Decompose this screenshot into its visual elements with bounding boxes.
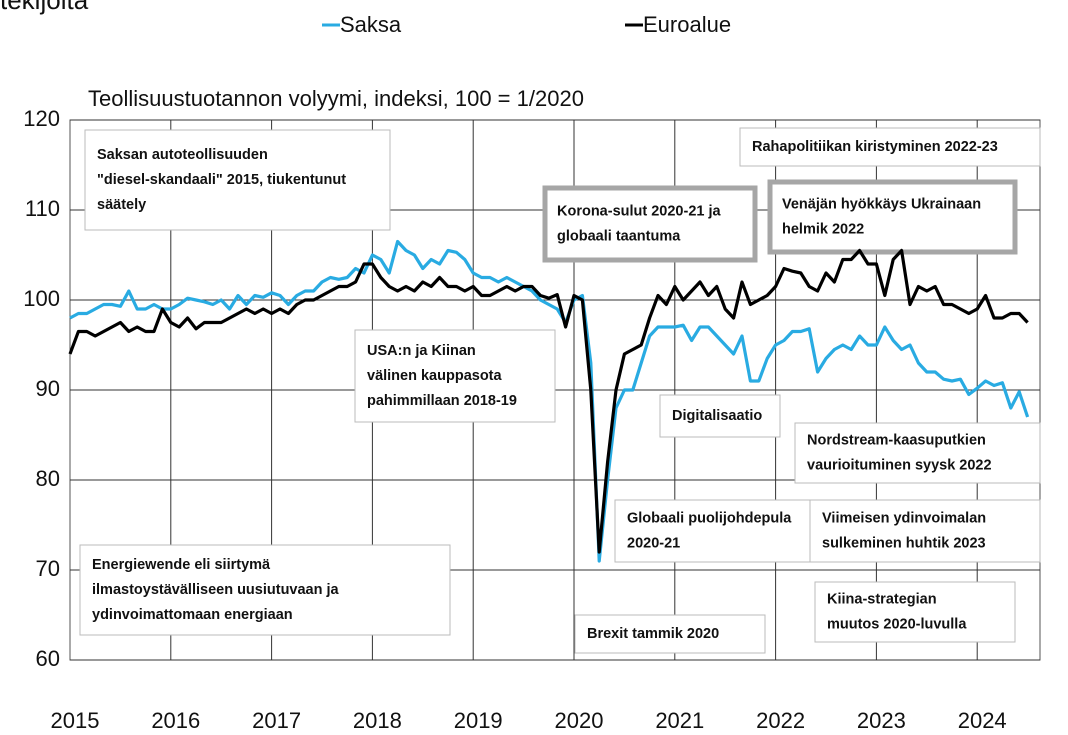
- annotation-text: vaurioituminen syysk 2022: [807, 457, 992, 473]
- annotation-text: helmik 2022: [782, 221, 864, 237]
- annotation-box: [739, 127, 1041, 167]
- annotation-text: säätely: [97, 197, 146, 213]
- annotation-text: välinen kauppasota: [367, 368, 503, 384]
- x-tick-label: 2015: [51, 708, 100, 733]
- y-tick-label: 70: [36, 556, 60, 581]
- annotation-text: Korona-sulut 2020-21 ja: [557, 203, 722, 219]
- x-tick-label: 2021: [655, 708, 704, 733]
- x-tick-label: 2024: [958, 708, 1007, 733]
- annotation-text: Brexit tammik 2020: [587, 626, 719, 642]
- annotation-text: globaali taantuma: [557, 228, 681, 244]
- annotation-box: [809, 499, 1041, 563]
- annotation-text: Kiina-strategian: [827, 591, 937, 607]
- annotation-box: [767, 179, 1018, 255]
- annotation-box: [659, 394, 781, 438]
- annotation-box: [354, 329, 556, 423]
- annotation-text: "diesel-skandaali" 2015, tiukentunut: [97, 172, 346, 188]
- annotation-text: Rahapolitiikan kiristyminen 2022-23: [752, 139, 998, 155]
- annotation-box: [574, 614, 766, 654]
- annotation-text: Digitalisaatio: [672, 408, 762, 424]
- x-tick-label: 2016: [151, 708, 200, 733]
- annotation-box: [542, 185, 758, 263]
- annotation: Brexit tammik 2020: [574, 614, 766, 654]
- x-tick-label: 2023: [857, 708, 906, 733]
- annotation-text: pahimmillaan 2018-19: [367, 393, 517, 409]
- legend-label: Euroalue: [643, 12, 731, 37]
- chart-title: tekijöitä: [0, 0, 89, 15]
- annotation: Globaali puolijohdepula 2020-21: [614, 499, 816, 563]
- annotation-box: [614, 499, 816, 563]
- x-tick-label: 2018: [353, 708, 402, 733]
- annotation-text: Viimeisen ydinvoimalan: [822, 510, 986, 526]
- annotation-box: [84, 129, 391, 231]
- annotation: Nordstream-kaasuputkien vaurioituminen sy…: [794, 422, 1041, 484]
- annotation-text: USA:n ja Kiinan: [367, 343, 476, 359]
- annotation: Korona-sulut 2020-21 ja globaali taantuma: [542, 185, 758, 263]
- annotation: USA:n ja Kiinan välinen kauppasota pahimmi…: [354, 329, 556, 423]
- annotation-box: [814, 581, 1016, 643]
- annotation: Rahapolitiikan kiristyminen 2022-23: [739, 127, 1041, 167]
- annotation: Digitalisaatio: [659, 394, 781, 438]
- x-tick-label: 2019: [454, 708, 503, 733]
- annotation-box: [79, 544, 451, 636]
- y-tick-label: 80: [36, 466, 60, 491]
- series-line: [68, 248, 1029, 554]
- annotation-box: [794, 422, 1041, 484]
- annotation-text: Saksan autoteollisuuden: [97, 147, 268, 163]
- series-line: [69, 239, 1030, 563]
- y-tick-label: 120: [23, 106, 60, 131]
- chart-subtitle: Teollisuustuotannon volyymi, indeksi, 10…: [88, 86, 584, 111]
- x-tick-label: 2020: [555, 708, 604, 733]
- annotation: Viimeisen ydinvoimalan sulkeminen huhtik …: [809, 499, 1041, 563]
- annotation: Energiewende eli siirtymä ilmastoystäväll…: [79, 544, 451, 636]
- annotation-text: ilmastoystävälliseen uusiutuvaan ja: [92, 582, 340, 598]
- annotation-text: Energiewende eli siirtymä: [92, 557, 271, 573]
- y-tick-label: 110: [25, 196, 60, 221]
- annotation-text: Globaali puolijohdepula: [627, 510, 792, 526]
- y-tick-label: 90: [36, 376, 60, 401]
- annotation-text: Nordstream-kaasuputkien: [807, 432, 986, 448]
- annotation-text: Venäjän hyökkäys Ukrainaan: [782, 196, 981, 212]
- annotation-text: ydinvoimattomaan energiaan: [92, 607, 293, 623]
- annotation-text: 2020-21: [627, 535, 680, 551]
- annotation: Saksan autoteollisuuden "diesel-skandaali…: [84, 129, 391, 231]
- x-tick-label: 2022: [756, 708, 805, 733]
- x-tick-label: 2017: [252, 708, 301, 733]
- y-tick-label: 100: [23, 286, 60, 311]
- annotation-text: sulkeminen huhtik 2023: [822, 535, 986, 551]
- annotation: Kiina-strategian muutos 2020-luvulla: [814, 581, 1016, 643]
- y-tick-label: 60: [36, 646, 60, 671]
- legend-label: Saksa: [340, 12, 402, 37]
- annotation: Venäjän hyökkäys Ukrainaan helmik 2022: [767, 179, 1018, 255]
- annotation-text: muutos 2020-luvulla: [827, 616, 967, 632]
